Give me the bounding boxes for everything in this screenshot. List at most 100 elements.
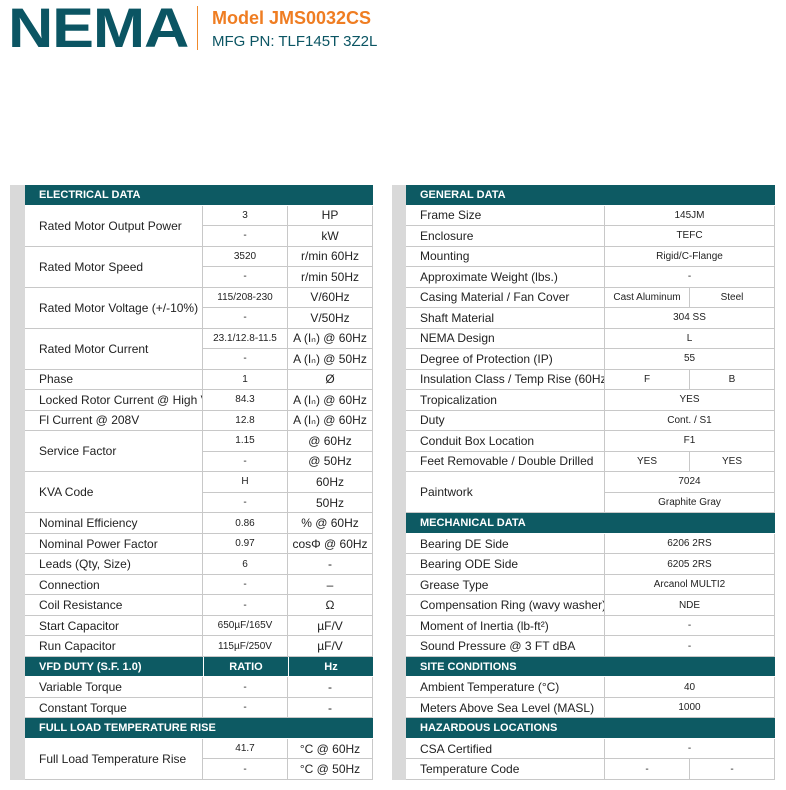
value-cell: 1000 bbox=[605, 697, 775, 719]
divider bbox=[197, 6, 198, 50]
row-label: Feet Removable / Double Drilled bbox=[406, 451, 605, 473]
value-cell: Steel bbox=[690, 287, 775, 309]
value-cell: 0.86 bbox=[203, 513, 288, 534]
row-label: Casing Material / Fan Cover bbox=[406, 287, 605, 309]
unit-cell: V/50Hz bbox=[288, 308, 373, 329]
row-label: Tropicalization bbox=[406, 390, 605, 411]
value-cell: - bbox=[605, 615, 775, 637]
value-cell: 1 bbox=[203, 369, 288, 391]
value-cell: Cast Aluminum bbox=[605, 287, 690, 309]
value-cell: TEFC bbox=[605, 226, 775, 247]
logo: NEMA bbox=[8, 0, 189, 59]
value-cell: 145JM bbox=[605, 205, 775, 227]
row-label: Conduit Box Location bbox=[406, 431, 605, 452]
value-cell: - bbox=[605, 738, 775, 760]
row-label: Connection bbox=[25, 574, 203, 596]
value-cell: - bbox=[690, 759, 775, 780]
model: Model JMS0032CS bbox=[212, 8, 372, 28]
value-cell: F1 bbox=[605, 431, 775, 452]
unit-cell: Ø bbox=[288, 369, 373, 391]
value-cell: 55 bbox=[605, 349, 775, 370]
row-label: KVA Code bbox=[25, 472, 203, 514]
value-cell: 3 bbox=[203, 205, 288, 227]
row-label: Sound Pressure @ 3 FT dBA bbox=[406, 636, 605, 657]
row-label: Meters Above Sea Level (MASL) bbox=[406, 697, 605, 719]
unit-cell: % @ 60Hz bbox=[288, 513, 373, 534]
row-label: CSA Certified bbox=[406, 738, 605, 760]
value-cell: 84.3 bbox=[203, 390, 288, 411]
value-cell: 12.8 bbox=[203, 410, 288, 432]
value-cell: - bbox=[203, 759, 288, 780]
value-cell: - bbox=[605, 759, 690, 780]
value-cell: 0.97 bbox=[203, 533, 288, 555]
row-label: Duty bbox=[406, 410, 605, 432]
value-cell: 1.15 bbox=[203, 431, 288, 452]
value-cell: 304 SS bbox=[605, 308, 775, 329]
section-header: FULL LOAD TEMPERATURE RISE bbox=[25, 718, 373, 739]
unit-cell: cosΦ @ 60Hz bbox=[288, 533, 373, 555]
value-cell: - bbox=[203, 574, 288, 596]
value-cell: Arcanol MULTI2 bbox=[605, 574, 775, 596]
value-cell: - bbox=[203, 451, 288, 473]
row-label: Locked Rotor Current @ High Voltage bbox=[25, 390, 203, 411]
column-header: RATIO bbox=[203, 656, 288, 678]
unit-cell: - bbox=[288, 677, 373, 698]
value-cell: 6205 2RS bbox=[605, 554, 775, 575]
row-label: Nominal Efficiency bbox=[25, 513, 203, 534]
row-label: Full Load Temperature Rise bbox=[25, 738, 203, 780]
section-header: ELECTRICAL DATA bbox=[25, 185, 373, 206]
value-cell: Rigid/C-Flange bbox=[605, 246, 775, 268]
unit-cell: 50Hz bbox=[288, 492, 373, 514]
row-label: Nominal Power Factor bbox=[25, 533, 203, 555]
row-label: Phase bbox=[25, 369, 203, 391]
unit-cell: r/min 60Hz bbox=[288, 246, 373, 268]
unit-cell: µF/V bbox=[288, 615, 373, 637]
value-cell: YES bbox=[605, 451, 690, 473]
row-label: Bearing DE Side bbox=[406, 533, 605, 555]
value-cell: 650µF/165V bbox=[203, 615, 288, 637]
row-label: Paintwork bbox=[406, 472, 605, 514]
value-cell: - bbox=[203, 308, 288, 329]
value-cell: - bbox=[203, 492, 288, 514]
unit-cell: A (Iₙ) @ 60Hz bbox=[288, 410, 373, 432]
value-cell: Cont. / S1 bbox=[605, 410, 775, 432]
row-label: Degree of Protection (IP) bbox=[406, 349, 605, 370]
value-cell: 23.1/12.8-11.5 bbox=[203, 328, 288, 350]
row-label: Rated Motor Current bbox=[25, 328, 203, 370]
unit-cell: 60Hz bbox=[288, 472, 373, 493]
unit-cell: HP bbox=[288, 205, 373, 227]
side-strip bbox=[10, 185, 25, 780]
row-label: NEMA Design bbox=[406, 328, 605, 350]
unit-cell: - bbox=[288, 697, 373, 719]
row-label: Ambient Temperature (°C) bbox=[406, 677, 605, 698]
value-cell: - bbox=[203, 349, 288, 370]
row-label: Rated Motor Output Power bbox=[25, 205, 203, 247]
value-cell: B bbox=[690, 369, 775, 391]
row-label: Grease Type bbox=[406, 574, 605, 596]
section-header: GENERAL DATA bbox=[406, 185, 775, 206]
column-header: Hz bbox=[288, 656, 373, 678]
row-label: Run Capacitor bbox=[25, 636, 203, 657]
unit-cell: kW bbox=[288, 226, 373, 247]
row-label: Compensation Ring (wavy washer) bbox=[406, 595, 605, 616]
unit-cell: °C @ 60Hz bbox=[288, 738, 373, 760]
row-label: Rated Motor Speed bbox=[25, 246, 203, 288]
value-cell: YES bbox=[605, 390, 775, 411]
row-label: Mounting bbox=[406, 246, 605, 268]
value-cell: 41.7 bbox=[203, 738, 288, 760]
row-label: Frame Size bbox=[406, 205, 605, 227]
side-strip bbox=[392, 185, 406, 780]
row-label: Approximate Weight (lbs.) bbox=[406, 267, 605, 288]
unit-cell: - bbox=[288, 554, 373, 575]
row-label: Fl Current @ 208V bbox=[25, 410, 203, 432]
value-cell: H bbox=[203, 472, 288, 493]
value-cell: 7024 bbox=[605, 472, 775, 493]
value-cell: 3520 bbox=[203, 246, 288, 268]
unit-cell: @ 50Hz bbox=[288, 451, 373, 473]
row-label: Moment of Inertia (lb-ft²) bbox=[406, 615, 605, 637]
value-cell: - bbox=[605, 636, 775, 657]
section-header: VFD DUTY (S.F. 1.0) bbox=[25, 656, 203, 678]
unit-cell: A (Iₙ) @ 60Hz bbox=[288, 390, 373, 411]
section-header: SITE CONDITIONS bbox=[406, 656, 775, 678]
